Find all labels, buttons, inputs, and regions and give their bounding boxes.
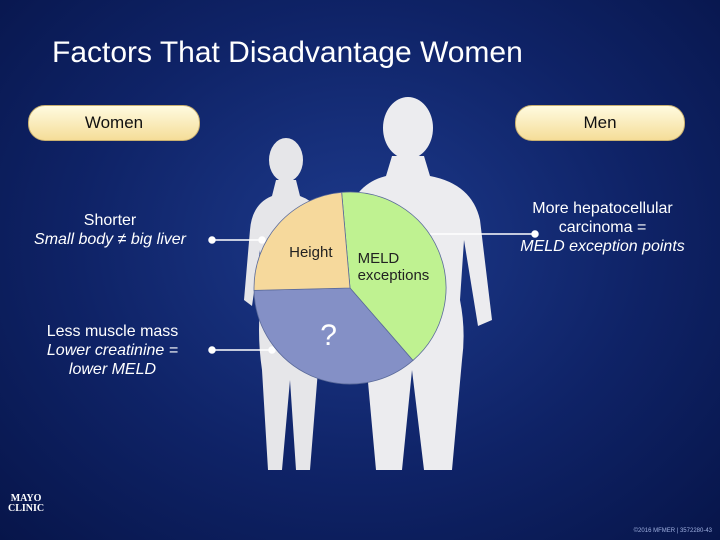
note: Shorter Small body ≠ big liver	[10, 211, 210, 249]
pie	[253, 191, 447, 385]
logo-line: MAYO	[10, 493, 42, 504]
note-line: lower MELD	[68, 361, 157, 378]
note-line: Shorter	[83, 212, 137, 229]
logo: MAYO CLINIC	[8, 494, 44, 514]
note-line: Less muscle mass	[46, 323, 179, 340]
note-line: Small body ≠ big liver	[34, 231, 186, 248]
note-line: More hepatocellular	[532, 200, 673, 217]
logo-line: CLINIC	[8, 503, 45, 514]
note-line: Lower creatinine =	[46, 342, 179, 359]
pie-slice	[253, 191, 351, 291]
pill: Women	[28, 105, 200, 141]
pill: Men	[515, 105, 685, 141]
pie-slice	[253, 287, 414, 385]
footer: ©2016 MFMER | 3572280-43	[633, 528, 712, 534]
title: Factors That Disadvantage Women	[52, 36, 523, 69]
note: Less muscle mass Lower creatinine = lowe…	[10, 322, 215, 379]
slice-label: ?	[320, 319, 337, 353]
slice-label: Height	[289, 244, 333, 262]
note-line: MELD exception points	[520, 238, 685, 255]
note-line: carcinoma =	[558, 219, 647, 236]
slice-label: MELD exceptions	[357, 250, 430, 285]
pie-slice	[341, 191, 447, 362]
note: More hepatocellular carcinoma = MELD exc…	[500, 199, 705, 256]
